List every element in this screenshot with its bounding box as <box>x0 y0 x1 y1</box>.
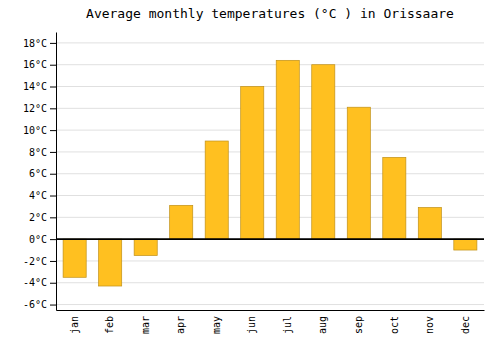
y-tick-mark <box>50 108 56 109</box>
x-tick-label: sep <box>353 316 364 334</box>
y-tick-mark <box>50 283 56 284</box>
x-tick: jan <box>69 310 80 334</box>
zero-line <box>56 238 484 240</box>
y-tick: -4°C <box>23 277 56 288</box>
bar <box>241 87 264 240</box>
grid-line <box>56 151 484 152</box>
bar <box>205 141 228 239</box>
x-tick: apr <box>175 310 186 334</box>
plot: -6°C -4°C -2°C 0°C 2°C 4°C 6°C 8°C 10°C 12°C 14°C 1… <box>23 33 485 335</box>
x-tick-label: oct <box>389 316 400 334</box>
y-tick-label: 10°C <box>23 125 47 136</box>
y-tick: 6°C <box>29 168 56 179</box>
y-tick: -2°C <box>23 256 56 267</box>
y-tick-label: 18°C <box>23 38 47 49</box>
y-tick-label: 8°C <box>29 147 47 158</box>
bar <box>312 65 335 239</box>
y-tick: 12°C <box>23 103 56 114</box>
grid-line <box>56 239 484 240</box>
bar <box>383 157 406 239</box>
y-tick: -6°C <box>23 299 56 310</box>
x-tick: feb <box>104 310 115 334</box>
x-tick: oct <box>389 310 400 334</box>
y-tick-mark <box>50 217 56 218</box>
y-tick-mark <box>50 261 56 262</box>
y-tick: 14°C <box>23 81 56 92</box>
grid-line <box>56 42 484 43</box>
y-tick: 0°C <box>29 234 56 245</box>
y-axis: -6°C -4°C -2°C 0°C 2°C 4°C 6°C 8°C 10°C 12°C 14°C 1… <box>23 33 57 311</box>
y-tick: 8°C <box>29 147 56 158</box>
x-tick-label: dec <box>460 316 471 334</box>
y-tick-label: 16°C <box>23 59 47 70</box>
x-tick: may <box>211 310 222 334</box>
x-tick-label: mar <box>140 316 151 334</box>
y-tick-mark <box>50 305 56 306</box>
y-tick-label: 12°C <box>23 103 47 114</box>
x-tick-label: jun <box>246 316 257 334</box>
x-axis-line <box>57 310 485 311</box>
grid-line <box>56 304 484 305</box>
x-tick-label: aug <box>317 316 328 334</box>
y-tick: 16°C <box>23 59 56 70</box>
y-tick-mark <box>50 239 56 240</box>
x-tick-label: jul <box>282 316 293 334</box>
y-tick-label: 6°C <box>29 168 47 179</box>
y-tick-label: -2°C <box>23 256 47 267</box>
y-tick: 4°C <box>29 190 56 201</box>
bar <box>276 60 299 239</box>
x-tick: sep <box>353 310 364 334</box>
y-tick-label: -6°C <box>23 299 47 310</box>
bar <box>170 205 193 239</box>
bar <box>418 208 441 240</box>
grid-line <box>56 108 484 109</box>
y-tick-mark <box>50 174 56 175</box>
x-tick: dec <box>460 310 471 334</box>
bar <box>347 107 370 239</box>
bar <box>99 239 122 286</box>
grid-line <box>56 173 484 174</box>
grid-line <box>56 195 484 196</box>
y-tick-label: 0°C <box>29 234 47 245</box>
x-tick: jun <box>246 310 257 334</box>
y-tick: 10°C <box>23 125 56 136</box>
y-tick-label: 14°C <box>23 81 47 92</box>
y-tick-mark <box>50 130 56 131</box>
bar <box>63 239 86 277</box>
x-tick-label: feb <box>104 316 115 334</box>
x-tick-label: nov <box>424 316 435 334</box>
y-tick-mark <box>50 196 56 197</box>
y-tick: 2°C <box>29 212 56 223</box>
x-tick: jul <box>282 310 293 334</box>
x-tick: aug <box>317 310 328 334</box>
y-tick-mark <box>50 65 56 66</box>
bars <box>63 60 477 286</box>
x-tick: mar <box>140 310 151 334</box>
x-tick: nov <box>424 310 435 334</box>
title: Average monthly temperatures (°C ) in Or… <box>86 6 454 21</box>
y-tick-label: 2°C <box>29 212 47 223</box>
bar <box>454 239 477 250</box>
y-tick: 18°C <box>23 38 56 49</box>
x-tick-label: apr <box>175 316 186 334</box>
chart: Average monthly temperatures (°C ) in Or… <box>0 0 500 350</box>
x-tick-label: jan <box>69 316 80 334</box>
y-tick-label: -4°C <box>23 277 47 288</box>
grid-line <box>56 86 484 87</box>
bar <box>134 239 157 255</box>
grid-line <box>56 130 484 131</box>
x-tick-label: may <box>211 316 222 334</box>
y-tick-label: 4°C <box>29 190 47 201</box>
grid <box>56 43 484 305</box>
y-tick-mark <box>50 43 56 44</box>
y-tick-mark <box>50 152 56 153</box>
grid-line <box>56 64 484 65</box>
y-axis-line <box>56 33 57 311</box>
y-tick-mark <box>50 87 56 88</box>
x-axis: jan feb mar apr may jun jul aug sep oct nov dec <box>57 310 485 334</box>
